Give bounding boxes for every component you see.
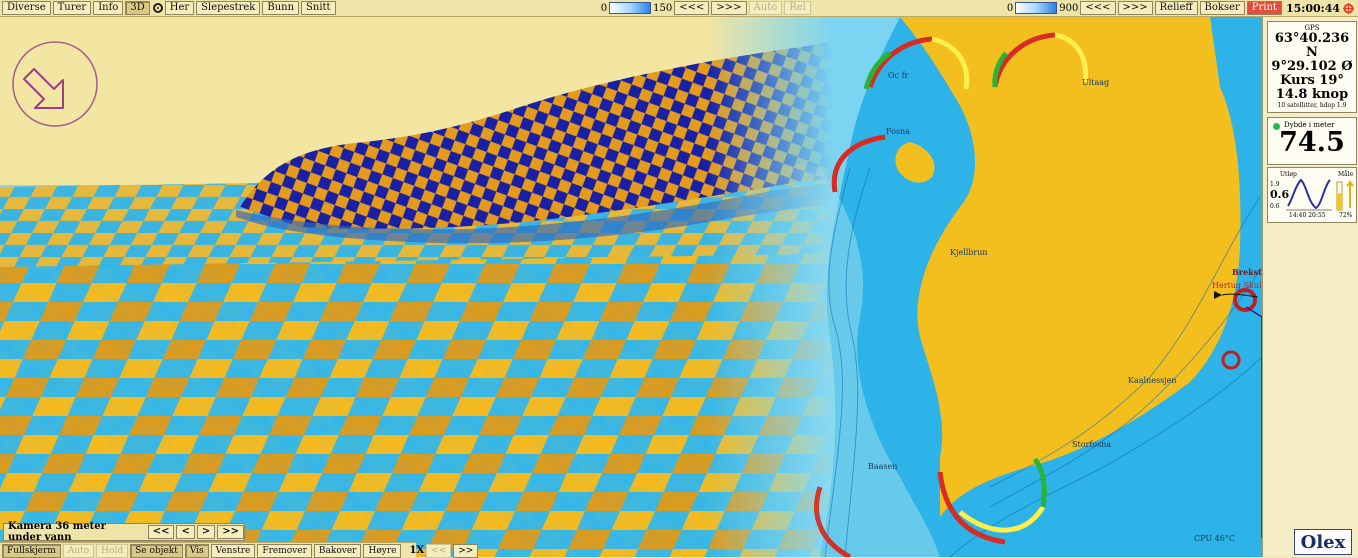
kaalnessjen-label: Kaalnessjen bbox=[1128, 376, 1177, 385]
3d-seabed-view[interactable]: Brekstad Hertug Skule Kaalnessjen Fosna … bbox=[0, 17, 1262, 557]
info-button[interactable]: Info bbox=[93, 1, 124, 15]
camera-fast-forward-button[interactable]: >> bbox=[217, 525, 244, 539]
gps-label: GPS bbox=[1304, 24, 1320, 32]
oc-fr-label: Oc fr bbox=[888, 71, 909, 80]
gps-course: Kurs 19° bbox=[1280, 73, 1344, 88]
venstre-button[interactable]: Venstre bbox=[210, 543, 256, 558]
tide-left-label: Utløp bbox=[1280, 171, 1297, 178]
left-scale-bar[interactable] bbox=[609, 2, 652, 14]
right-scroll-right-button[interactable]: >>> bbox=[1117, 1, 1153, 15]
storfosna-label: Storfosna bbox=[1072, 440, 1111, 449]
brekstad-label: Brekstad bbox=[1232, 267, 1262, 277]
alarm-icon[interactable] bbox=[1343, 2, 1354, 14]
right-scale-bar[interactable] bbox=[1015, 2, 1058, 14]
3d-terrain-svg[interactable]: Brekstad Hertug Skule Kaalnessjen Fosna … bbox=[0, 17, 1262, 557]
tide-bottom-value: 0.6 bbox=[1270, 203, 1280, 210]
hoyre-button[interactable]: Høyre bbox=[363, 543, 402, 558]
relieff-button[interactable]: Relieff bbox=[1154, 1, 1198, 15]
tide-middle-value: 0.6 bbox=[1270, 188, 1289, 201]
right-scale-max: 900 bbox=[1059, 2, 1079, 14]
left-scroll-right-button[interactable]: >>> bbox=[711, 1, 747, 15]
left-depth-scale[interactable]: 0 150 bbox=[601, 2, 672, 14]
tide-top-value: 1.9 bbox=[1270, 181, 1280, 188]
tide-times: 14:40 20:55 bbox=[1289, 212, 1326, 219]
gps-info: 10 satellitter, hdop 1.9 bbox=[1277, 102, 1347, 109]
slepestrek-button[interactable]: Slepestrek bbox=[196, 1, 261, 15]
bunn-button[interactable]: Bunn bbox=[262, 1, 300, 15]
diverse-button[interactable]: Diverse bbox=[2, 1, 51, 15]
fosna-label: Fosna bbox=[886, 127, 910, 136]
clock: 15:00:44 bbox=[1285, 1, 1340, 15]
bokser-button[interactable]: Bokser bbox=[1199, 1, 1245, 15]
tide-level-bar bbox=[1337, 193, 1342, 210]
baasen-label: Baasen bbox=[868, 462, 897, 471]
rel-button[interactable]: Rel bbox=[784, 1, 811, 15]
ultaag-label: Ultaag bbox=[1082, 78, 1109, 87]
camera-back-button[interactable]: < bbox=[176, 525, 195, 539]
left-scale-min: 0 bbox=[600, 2, 608, 14]
depth-box: Dybde i meter 74.5 bbox=[1267, 117, 1357, 165]
nautical-map-overlay[interactable]: Brekstad Hertug Skule Kaalnessjen Fosna … bbox=[680, 17, 1262, 557]
top-toolbar: Diverse Turer Info 3D Her Slepestrek Bun… bbox=[0, 0, 1358, 17]
kjellbrun-label: Kjellbrun bbox=[950, 248, 988, 257]
hertug-skule-label: Hertug Skule bbox=[1212, 281, 1262, 290]
print-button[interactable]: Print bbox=[1246, 1, 1282, 15]
fremover-button[interactable]: Fremover bbox=[257, 543, 312, 558]
right-scroll-left-button[interactable]: <<< bbox=[1080, 1, 1116, 15]
vis-button[interactable]: Vis bbox=[184, 543, 209, 558]
snitt-button[interactable]: Snitt bbox=[301, 1, 336, 15]
tide-right-label: Måle bbox=[1338, 171, 1354, 178]
tide-curve bbox=[1287, 178, 1331, 210]
three-d-button[interactable]: 3D bbox=[125, 1, 150, 15]
fullskjerm-button[interactable]: Fullskjerm bbox=[2, 543, 61, 558]
cpu-label: CPU 46°C bbox=[1194, 534, 1235, 543]
compass-icon[interactable] bbox=[12, 41, 98, 127]
camera-controls: Kamera 36 meter under vann << < > >> bbox=[3, 521, 245, 543]
depth-label: Dybde i meter bbox=[1284, 121, 1335, 129]
gps-box: GPS 63°40.236 N 9°29.102 Ø Kurs 19° 14.8… bbox=[1267, 21, 1357, 113]
her-button[interactable]: Her bbox=[164, 1, 195, 15]
gps-latitude: 63°40.236 N bbox=[1274, 31, 1350, 60]
zoom-level: 1X bbox=[409, 545, 425, 556]
hold-button[interactable]: Hold bbox=[96, 543, 129, 558]
auto-bottom-button[interactable]: Auto bbox=[62, 543, 95, 558]
camera-rewind-button[interactable]: << bbox=[147, 525, 175, 539]
instrument-panel: GPS 63°40.236 N 9°29.102 Ø Kurs 19° 14.8… bbox=[1262, 17, 1358, 557]
gps-longitude: 9°29.102 Ø bbox=[1271, 59, 1353, 74]
camera-label: Kamera 36 meter under vann bbox=[8, 521, 106, 543]
left-scroll-left-button[interactable]: <<< bbox=[674, 1, 710, 15]
tide-right-value: 72% bbox=[1339, 212, 1353, 219]
bottom-toolbar: Fullskjerm Auto Hold Se objekt Vis Venst… bbox=[0, 542, 479, 558]
auto-button[interactable]: Auto bbox=[748, 1, 783, 15]
right-scale-min: 0 bbox=[1006, 2, 1014, 14]
depth-value: 74.5 bbox=[1279, 127, 1345, 158]
tide-arrow-icon bbox=[1346, 180, 1354, 208]
left-scale-max: 150 bbox=[653, 2, 673, 14]
tide-box: Utløp Måle 1.9 0.6 0.6 14:40 20:55 72% bbox=[1267, 167, 1357, 223]
record-icon[interactable] bbox=[152, 3, 163, 13]
bakover-button[interactable]: Bakover bbox=[313, 543, 362, 558]
depth-status-icon bbox=[1273, 123, 1280, 130]
zoom-prev-button[interactable]: << bbox=[426, 543, 452, 558]
olex-logo: Olex bbox=[1294, 529, 1352, 555]
zoom-next-button[interactable]: >> bbox=[453, 543, 479, 558]
gps-speed: 14.8 knop bbox=[1275, 87, 1349, 102]
turer-button[interactable]: Turer bbox=[52, 1, 92, 15]
right-depth-scale[interactable]: 0 900 bbox=[1007, 2, 1078, 14]
tide-chart: Utløp Måle 1.9 0.6 0.6 14:40 20:55 72% bbox=[1270, 171, 1354, 219]
se-objekt-button[interactable]: Se objekt bbox=[130, 543, 183, 558]
camera-forward-button[interactable]: > bbox=[196, 525, 216, 539]
